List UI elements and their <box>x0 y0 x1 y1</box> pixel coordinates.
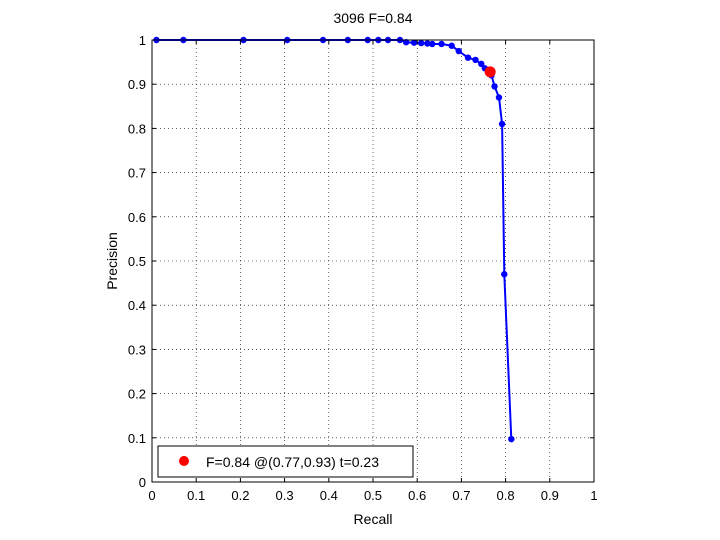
chart-title: 3096 F=0.84 <box>333 10 412 26</box>
data-point <box>410 39 418 46</box>
data-point <box>438 40 445 48</box>
best-f-marker <box>484 66 496 78</box>
data-point <box>491 83 498 90</box>
x-tick-label: 0.1 <box>187 488 205 503</box>
y-tick-label: 0.1 <box>128 431 146 446</box>
data-point <box>498 120 506 128</box>
y-tick-label: 0.6 <box>128 210 146 225</box>
data-point <box>424 40 431 47</box>
x-tick-label: 0.2 <box>231 488 249 503</box>
x-tick-label: 0.6 <box>408 488 426 503</box>
x-tick-label: 0.7 <box>452 488 470 503</box>
x-tick-label: 1 <box>590 488 597 503</box>
grid-lines <box>152 40 594 482</box>
x-tick-label: 0.9 <box>541 488 559 503</box>
x-tick-label: 0.5 <box>364 488 382 503</box>
data-point <box>455 47 462 55</box>
data-point <box>417 39 425 47</box>
data-point <box>508 435 515 443</box>
best-f-point <box>484 66 496 78</box>
legend-marker <box>179 456 189 466</box>
y-axis-label: Precision <box>104 232 120 290</box>
data-point <box>472 56 479 64</box>
y-tick-label: 0.7 <box>128 166 146 181</box>
y-tick-label: 1 <box>139 33 146 48</box>
y-tick-label: 0.3 <box>128 342 146 357</box>
data-point <box>429 40 436 48</box>
y-tick-label: 0.5 <box>128 254 146 269</box>
axis-ticks: 0 0.1 0.2 0.3 0.4 0.5 0.6 0.7 0.8 0.9 1 0 0.1 0.2 0.3 0… <box>128 33 598 503</box>
x-tick-label: 0 <box>148 488 155 503</box>
data-point <box>478 60 485 68</box>
x-tick-label: 0.8 <box>497 488 515 503</box>
y-tick-label: 0.2 <box>128 387 146 402</box>
data-point <box>402 39 410 46</box>
y-tick-label: 0.4 <box>128 298 146 313</box>
x-axis-label: Recall <box>354 511 393 527</box>
y-tick-label: 0.8 <box>128 121 146 136</box>
y-tick-label: 0 <box>139 475 146 490</box>
data-point <box>448 42 455 49</box>
data-point <box>495 94 503 101</box>
x-tick-label: 0.4 <box>320 488 338 503</box>
x-tick-label: 0.3 <box>276 488 294 503</box>
series-points <box>153 36 515 443</box>
data-point <box>501 271 508 278</box>
data-point <box>464 54 472 61</box>
legend-box <box>157 445 414 478</box>
legend-label: F=0.84 @(0.77,0.93) t=0.23 <box>206 454 379 470</box>
legend: F=0.84 @(0.77,0.93) t=0.23 <box>157 445 414 478</box>
y-tick-label: 0.9 <box>128 77 146 92</box>
